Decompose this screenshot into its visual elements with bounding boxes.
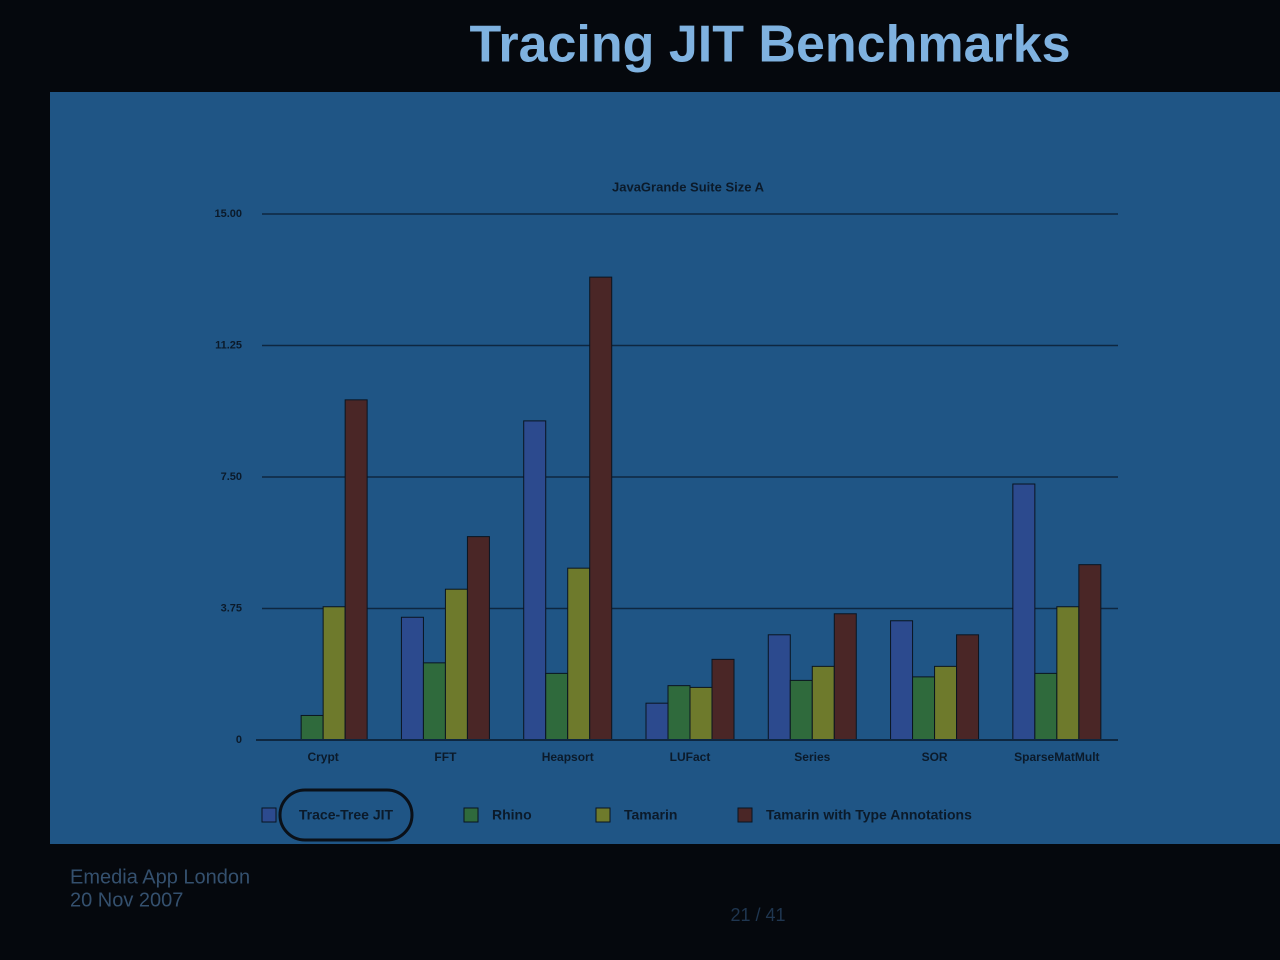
bar	[300, 714, 324, 741]
y-tick-label: 0	[236, 734, 242, 746]
legend-label: Rhino	[492, 807, 532, 823]
bar	[645, 702, 669, 741]
bar	[466, 536, 490, 741]
bar	[711, 658, 735, 741]
x-tick-label: SparseMatMult	[1014, 750, 1099, 764]
bar	[567, 567, 591, 741]
legend-highlight	[278, 788, 414, 842]
legend-label: Tamarin	[624, 807, 677, 823]
bar	[956, 634, 980, 741]
x-tick-label: FFT	[434, 750, 457, 764]
bar	[833, 613, 857, 741]
x-tick-label: Heapsort	[542, 750, 594, 764]
bar	[1034, 672, 1058, 741]
bar	[545, 672, 569, 741]
bar	[890, 620, 914, 741]
footer-text: Emedia App London	[70, 866, 250, 888]
bar	[1078, 564, 1102, 741]
bar	[322, 606, 346, 741]
y-tick-label: 3.75	[221, 602, 242, 614]
y-tick-label: 7.50	[221, 471, 242, 483]
bar	[400, 616, 424, 741]
legend-swatch	[261, 807, 277, 823]
y-tick-label: 11.25	[215, 339, 242, 351]
footer-text: 20 Nov 2007	[70, 889, 183, 911]
y-tick-label: 15.00	[214, 208, 242, 220]
bar	[1012, 483, 1036, 741]
page-number: 21 / 41	[730, 905, 785, 925]
bar	[444, 588, 468, 741]
legend-swatch	[463, 807, 479, 823]
chart-title: JavaGrande Suite Size A	[612, 179, 765, 194]
x-tick-label: Crypt	[307, 750, 338, 764]
x-tick-label: Series	[794, 750, 830, 764]
bar	[689, 686, 713, 741]
x-tick-label: LUFact	[670, 750, 711, 764]
bar	[811, 665, 835, 741]
legend-swatch	[595, 807, 611, 823]
bar	[344, 399, 368, 741]
bar	[667, 685, 691, 741]
bar	[912, 676, 936, 741]
legend-swatch	[737, 807, 753, 823]
bar	[523, 420, 547, 741]
legend-label: Trace-Tree JIT	[299, 807, 394, 823]
bar	[1056, 606, 1080, 741]
bar	[589, 276, 613, 741]
legend-label: Tamarin with Type Annotations	[766, 807, 972, 823]
bar	[422, 662, 446, 741]
bar	[767, 634, 791, 741]
x-tick-label: SOR	[922, 750, 948, 764]
slide-title: Tracing JIT Benchmarks	[469, 16, 1070, 74]
bar	[934, 665, 958, 741]
bar	[789, 679, 813, 741]
